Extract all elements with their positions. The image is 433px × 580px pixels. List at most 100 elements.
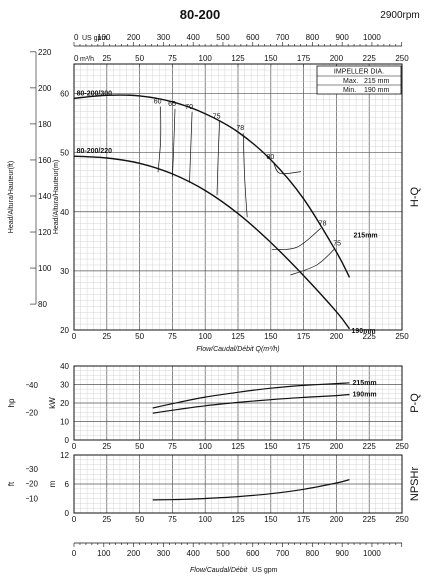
hq-x-tick-label: 200 <box>330 332 344 341</box>
panel-frame <box>73 63 403 331</box>
pq-x-tick-label: 225 <box>363 442 377 451</box>
impeller-min-value: 190 mm <box>364 87 389 94</box>
npsh-m-axis-label: m <box>48 480 57 487</box>
hq-efficiency-label: 75 <box>333 240 341 247</box>
top-usgpm-tick-label: 100 <box>97 33 111 42</box>
top-m3h-tick-label: 25 <box>102 54 111 63</box>
bottom-usgpm-tick-label: 600 <box>246 549 260 558</box>
hq-x-tick-label: 50 <box>135 332 144 341</box>
bottom-usgpm-tick-label: 100 <box>97 549 111 558</box>
impeller-dia-box: IMPELLER DIA. Max. 215 mm Min. 190 mm <box>316 65 402 95</box>
hq-ft-tick-label: 140 <box>38 192 52 201</box>
top-usgpm-tick-label: 700 <box>276 33 290 42</box>
bottom-axis-flow-text: Flow/Caudal/Débit <box>190 567 248 574</box>
hq-efficiency-label: 60 <box>154 99 162 106</box>
npsh-ft-tick-label: 30 <box>29 465 38 474</box>
npsh-x-tick-label: 0 <box>72 515 77 524</box>
panel-frame <box>73 365 403 441</box>
pq-kw-tick-label: 10 <box>60 418 69 427</box>
speed-label: 2900rpm <box>380 10 419 21</box>
hq-efficiency-curve <box>273 161 302 175</box>
bottom-usgpm-tick-label: 400 <box>187 549 201 558</box>
impeller-box-title: IMPELLER DIA. <box>334 69 384 76</box>
npsh-x-tick-label: 50 <box>135 515 144 524</box>
pq-x-tick-label: 150 <box>264 442 278 451</box>
bottom-axis-unit: US gpm <box>252 567 277 574</box>
top-usgpm-tick-label: 200 <box>127 33 141 42</box>
pq-hp-tick-label: 20 <box>29 408 38 417</box>
top-usgpm-tick-label: 900 <box>335 33 349 42</box>
hq-curve-end-label: 215mm <box>354 232 378 239</box>
npsh-curve <box>152 479 350 501</box>
hq-ft-tick-label: 160 <box>38 156 52 165</box>
top-m3h-tick-label: 125 <box>231 54 245 63</box>
hq-m-axis-label: Head/Altura/Hauteur(m) <box>53 160 60 234</box>
pq-kw-tick-label: 20 <box>60 399 69 408</box>
bottom-usgpm-tick-label: 300 <box>157 549 171 558</box>
top-m3h-tick-label: 250 <box>395 54 409 63</box>
pq-side-label: P-Q <box>409 393 421 413</box>
pq-x-tick-label: 0 <box>72 442 77 451</box>
hq-efficiency-curve <box>242 133 248 218</box>
pq-curve-190mm <box>152 393 350 414</box>
pq-x-tick-label: 250 <box>395 442 409 451</box>
npsh-x-tick-label: 225 <box>363 515 377 524</box>
npsh-x-tick-label: 175 <box>297 515 311 524</box>
pq-x-tick-label: 175 <box>297 442 311 451</box>
bottom-usgpm-tick-label: 200 <box>127 549 141 558</box>
hq-efficiency-curve <box>216 121 220 196</box>
impeller-max-label: Max. <box>343 78 358 85</box>
top-usgpm-tick-label: 1000 <box>363 33 381 42</box>
top-usgpm-zero: 0 <box>74 33 79 42</box>
top-usgpm-tick-label: 400 <box>187 33 201 42</box>
top-m3h-tick-label: 150 <box>264 54 278 63</box>
hq-x-tick-label: 25 <box>102 332 111 341</box>
pq-x-tick-label: 125 <box>231 442 245 451</box>
hq-curve-label: 80-200/220 <box>77 148 113 155</box>
hq-panel: 20 30 40 50 60 80 100 120 140 160 180 200 220 0 25 50 75… <box>8 48 421 353</box>
hq-efficiency-label: 75 <box>213 113 221 120</box>
hq-m-tick-label: 40 <box>60 208 69 217</box>
hq-curve-190mm <box>73 155 351 330</box>
hq-efficiency-curve <box>157 106 162 173</box>
npsh-m-tick-label: 0 <box>65 509 70 518</box>
hq-ft-tick-label: 100 <box>38 264 52 273</box>
hq-m-tick-label: 60 <box>60 90 69 99</box>
hq-x-tick-label: 175 <box>297 332 311 341</box>
bottom-usgpm-tick-label: 0 <box>72 549 77 558</box>
bottom-usgpm-tick-label: 800 <box>306 549 320 558</box>
npsh-x-tick-label: 125 <box>231 515 245 524</box>
hq-curve-label: 80-200/300 <box>77 90 113 97</box>
npsh-x-tick-label: 200 <box>330 515 344 524</box>
npsh-x-tick-label: 150 <box>264 515 278 524</box>
bottom-axis-label: Flow/Caudal/Débit US gpm <box>190 567 278 574</box>
hq-efficiency-curve <box>290 248 336 276</box>
hq-efficiency-curve <box>189 111 193 183</box>
bottom-usgpm-tick-label: 1000 <box>363 549 381 558</box>
hq-efficiency-label: 65 <box>168 101 176 108</box>
hq-x-tick-label: 225 <box>363 332 377 341</box>
hq-x-tick-label: 250 <box>395 332 409 341</box>
top-usgpm-unit: US gpm <box>82 35 107 42</box>
hq-ft-tick-label: 120 <box>38 228 52 237</box>
top-usgpm-tick-label: 800 <box>306 33 320 42</box>
top-m3h-unit: m³/h <box>80 56 94 63</box>
top-m3h-tick-label: 75 <box>168 54 177 63</box>
hq-m-tick-label: 20 <box>60 326 69 335</box>
top-m3h-tick-label: 175 <box>297 54 311 63</box>
hq-x-axis-label: Flow/Caudal/Débit Q(m³/h) <box>196 346 279 353</box>
hq-x-tick-label: 100 <box>199 332 213 341</box>
npsh-ft-tick-label: 10 <box>29 494 38 503</box>
pq-x-tick-label: 50 <box>135 442 144 451</box>
hq-side-label: H-Q <box>409 186 421 207</box>
hq-efficiency-label: 78 <box>319 220 327 227</box>
npsh-x-tick-label: 25 <box>102 515 111 524</box>
npsh-x-tick-label: 250 <box>395 515 409 524</box>
hq-efficiency-label: 70 <box>185 104 193 111</box>
hq-x-tick-label: 0 <box>72 332 77 341</box>
pq-hp-tick-label: 40 <box>29 381 38 390</box>
hq-efficiency-label: 78 <box>236 125 244 132</box>
top-m3h-tick-label: 200 <box>330 54 344 63</box>
npsh-panel: 0 6 12 10 20 30 ft m NPSHr 0 25 50 75 100 125 150 175 200… <box>7 451 421 524</box>
